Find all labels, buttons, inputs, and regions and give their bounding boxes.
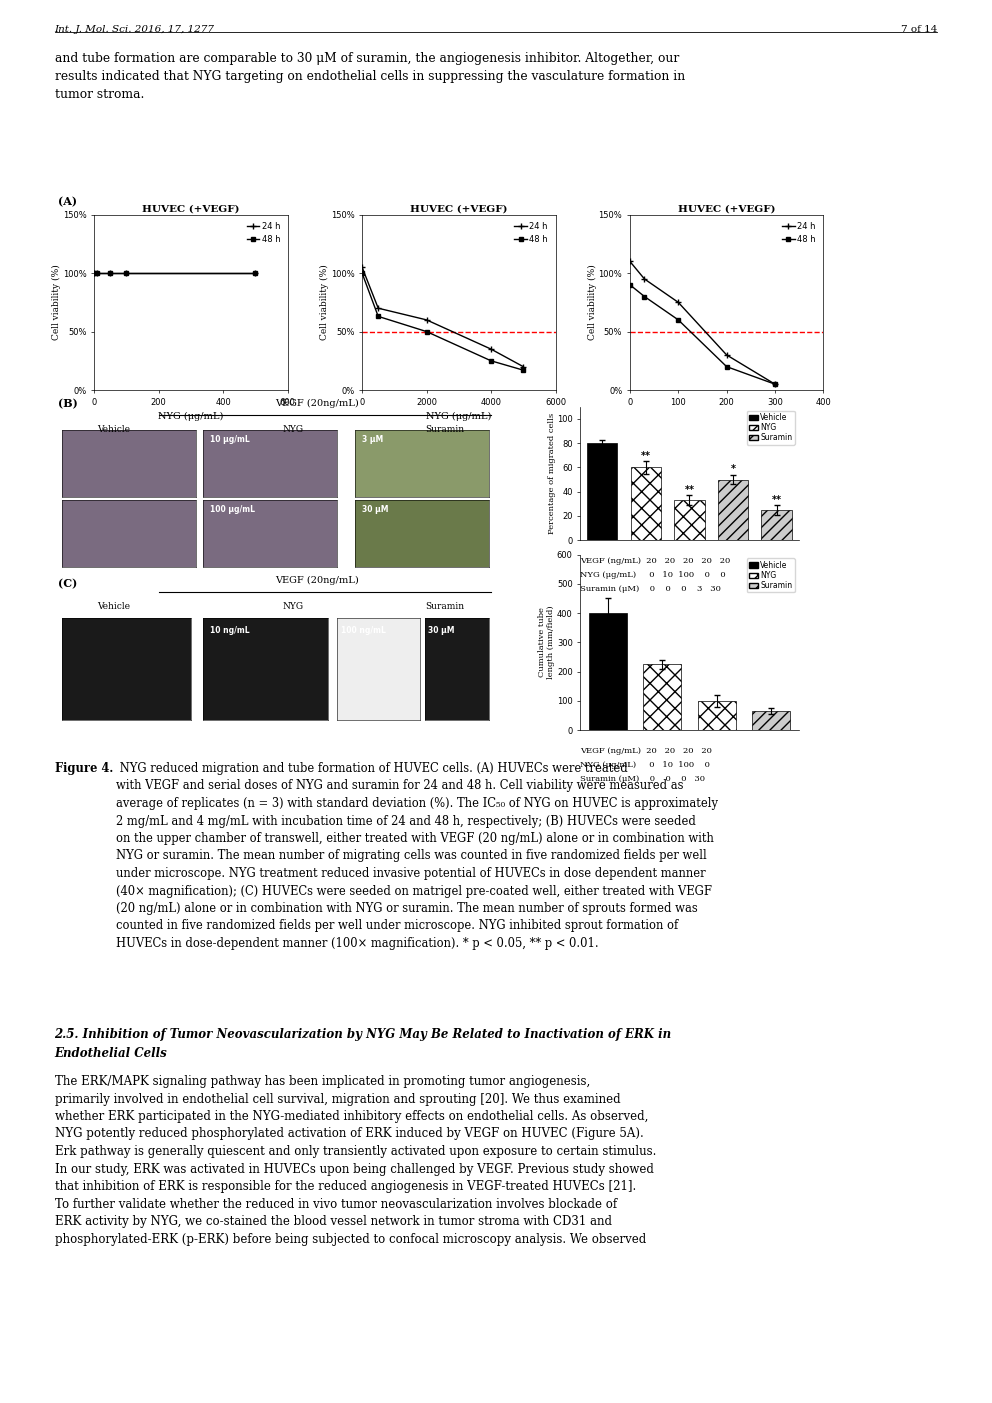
Bar: [588, 613, 627, 730]
Bar: [675, 499, 704, 540]
Text: **: **: [641, 450, 651, 462]
Text: 10 ng/mL: 10 ng/mL: [209, 626, 249, 634]
Text: The ERK/MAPK signaling pathway has been implicated in promoting tumor angiogenes: The ERK/MAPK signaling pathway has been …: [55, 1075, 656, 1246]
Text: results indicated that NYG targeting on endothelial cells in suppressing the vas: results indicated that NYG targeting on …: [55, 70, 684, 83]
Title: HUVEC (+VEGF): HUVEC (+VEGF): [142, 205, 240, 213]
Text: NYG: NYG: [282, 602, 304, 610]
X-axis label: NYG (μg/mL): NYG (μg/mL): [159, 412, 223, 421]
Text: VEGF (20ng/mL): VEGF (20ng/mL): [276, 398, 359, 408]
Text: (A): (A): [58, 196, 76, 208]
Bar: [697, 700, 736, 730]
Text: Suramin (μM)    0    0    0   30: Suramin (μM) 0 0 0 30: [580, 774, 705, 783]
Text: (B): (B): [58, 398, 77, 410]
Text: Figure 4.: Figure 4.: [55, 762, 113, 774]
Y-axis label: Cell viability (%): Cell viability (%): [53, 265, 62, 340]
Text: VEGF (ng/mL)  20   20   20   20   20: VEGF (ng/mL) 20 20 20 20 20: [580, 557, 730, 565]
Text: Vehicle: Vehicle: [97, 425, 131, 434]
Text: 2.5. Inhibition of Tumor Neovascularization by NYG May Be Related to Inactivatio: 2.5. Inhibition of Tumor Neovascularizat…: [55, 1028, 672, 1041]
Bar: [587, 443, 617, 540]
Text: tumor stroma.: tumor stroma.: [55, 88, 144, 101]
Legend: Vehicle, NYG, Suramin: Vehicle, NYG, Suramin: [747, 411, 795, 445]
Title: HUVEC (+VEGF): HUVEC (+VEGF): [410, 205, 508, 213]
Text: Suramin (μM)    0    0    0    3   30: Suramin (μM) 0 0 0 3 30: [580, 585, 721, 593]
X-axis label: NYG (μg/mL): NYG (μg/mL): [427, 412, 491, 421]
Text: 100 ng/mL: 100 ng/mL: [341, 626, 386, 634]
Text: 3 μM: 3 μM: [362, 435, 383, 443]
Bar: [752, 711, 791, 730]
Legend: Vehicle, NYG, Suramin: Vehicle, NYG, Suramin: [747, 558, 795, 592]
Bar: [631, 467, 661, 540]
Text: *: *: [730, 464, 736, 474]
X-axis label: Suramin (μM): Suramin (μM): [691, 412, 762, 421]
Text: and tube formation are comparable to 30 μM of suramin, the angiogenesis inhibito: and tube formation are comparable to 30 …: [55, 52, 679, 65]
Text: Suramin: Suramin: [425, 425, 464, 434]
Text: 30 μM: 30 μM: [362, 505, 388, 513]
Text: VEGF (20ng/mL): VEGF (20ng/mL): [276, 575, 359, 585]
Legend: 24 h, 48 h: 24 h, 48 h: [779, 219, 819, 248]
Legend: 24 h, 48 h: 24 h, 48 h: [511, 219, 552, 248]
Text: (C): (C): [58, 578, 76, 589]
Bar: [718, 480, 748, 540]
Text: 10 μg/mL: 10 μg/mL: [210, 435, 250, 443]
Y-axis label: Percentage of migrated cells: Percentage of migrated cells: [548, 412, 556, 535]
Text: 7 of 14: 7 of 14: [901, 24, 937, 34]
Text: NYG (μg/mL)     0   10  100    0: NYG (μg/mL) 0 10 100 0: [580, 760, 710, 769]
Y-axis label: Cell viability (%): Cell viability (%): [320, 265, 329, 340]
Text: Int. J. Mol. Sci. 2016, 17, 1277: Int. J. Mol. Sci. 2016, 17, 1277: [55, 24, 214, 34]
Text: Suramin: Suramin: [425, 602, 464, 610]
Title: HUVEC (+VEGF): HUVEC (+VEGF): [678, 205, 776, 213]
Text: **: **: [684, 485, 694, 495]
Y-axis label: Cell viability (%): Cell viability (%): [588, 265, 597, 340]
Text: 100 μg/mL: 100 μg/mL: [210, 505, 255, 513]
Bar: [762, 509, 792, 540]
Text: NYG reduced migration and tube formation of HUVEC cells. (A) HUVECs were treated: NYG reduced migration and tube formation…: [116, 762, 718, 950]
Y-axis label: Cumulative tube
length (mm/field): Cumulative tube length (mm/field): [539, 606, 556, 679]
Text: VEGF (ng/mL)  20   20   20   20: VEGF (ng/mL) 20 20 20 20: [580, 746, 712, 755]
Text: NYG: NYG: [282, 425, 304, 434]
Text: 30 μM: 30 μM: [428, 626, 454, 634]
Legend: 24 h, 48 h: 24 h, 48 h: [243, 219, 284, 248]
Text: **: **: [772, 495, 782, 505]
Text: NYG (μg/mL)     0   10  100    0    0: NYG (μg/mL) 0 10 100 0 0: [580, 571, 726, 579]
Text: Endothelial Cells: Endothelial Cells: [55, 1047, 168, 1059]
Text: Vehicle: Vehicle: [97, 602, 131, 610]
Bar: [643, 664, 682, 730]
